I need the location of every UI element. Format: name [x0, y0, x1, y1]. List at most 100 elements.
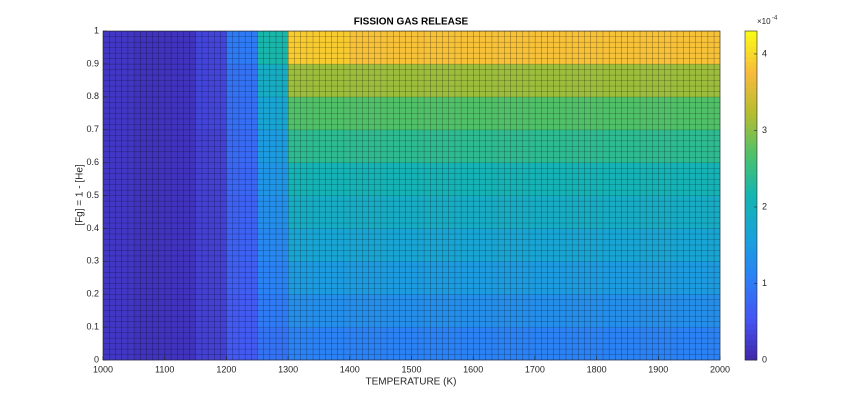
colorbar-swatch [745, 339, 757, 345]
colorbar-tick-label: 0 [762, 354, 767, 364]
colorbar-swatch [745, 252, 757, 258]
colorbar-swatch [745, 92, 757, 99]
colorbar-swatch [745, 257, 757, 263]
colorbar-swatch [745, 190, 757, 196]
colorbar-swatch [745, 123, 757, 130]
x-tick-label: 1600 [463, 364, 483, 374]
colorbar-swatch [745, 46, 757, 52]
y-axis-label: [Fg] = 1 - [He] [75, 164, 86, 226]
colorbar-swatch [745, 226, 757, 232]
colorbar-swatch [745, 66, 757, 73]
colorbar-swatch [745, 128, 757, 135]
colorbar-swatch [745, 324, 757, 330]
colorbar-swatch [745, 288, 757, 294]
y-tick-label: 0.6 [86, 157, 99, 167]
x-tick-label: 1000 [93, 364, 113, 374]
colorbar-swatch [745, 200, 757, 207]
colorbar-swatch [745, 138, 757, 145]
colorbar-swatch [745, 205, 757, 212]
x-tick-label: 1900 [648, 364, 668, 374]
colorbar-swatch [745, 113, 757, 119]
colorbar-swatch [745, 298, 757, 304]
colorbar-swatch [745, 246, 757, 253]
colorbar-swatch [745, 149, 757, 155]
colorbar-swatch [745, 349, 757, 356]
colorbar-swatch [745, 159, 757, 166]
x-tick-label: 1200 [216, 364, 236, 374]
y-tick-label: 0.2 [86, 289, 99, 299]
colorbar-swatch [745, 293, 757, 299]
colorbar-swatch [745, 164, 757, 171]
y-tick-label: 0.9 [86, 58, 99, 68]
colorbar-swatch [745, 51, 757, 58]
colorbar-tick-label: 1 [762, 278, 767, 288]
colorbar-swatch [745, 303, 757, 309]
colorbar-swatch [745, 354, 757, 361]
colorbar-swatch [745, 216, 757, 222]
colorbar-swatch [745, 313, 757, 320]
mesh-overlay [103, 31, 720, 360]
colorbar-tick-label: 2 [762, 201, 767, 211]
y-tick-label: 0.7 [86, 124, 99, 134]
colorbar-swatch [745, 169, 757, 176]
colorbar-swatch [745, 241, 757, 248]
colorbar-swatch [745, 195, 757, 202]
colorbar-swatch [745, 82, 757, 88]
colorbar-swatch [745, 72, 757, 78]
y-tick-label: 0.8 [86, 91, 99, 101]
y-tick-label: 0.5 [86, 190, 99, 200]
colorbar-swatch [745, 334, 757, 340]
x-tick-label: 1300 [278, 364, 298, 374]
colorbar-swatch [745, 221, 757, 227]
y-tick-label: 0 [94, 354, 99, 364]
colorbar-swatch [745, 118, 757, 124]
colorbar-swatch [745, 231, 757, 238]
colorbar-swatch [745, 210, 757, 217]
colorbar-tick-label: 4 [762, 48, 767, 58]
colorbar-swatch [745, 185, 757, 191]
x-tick-label: 1700 [525, 364, 545, 374]
colorbar-swatch [745, 77, 757, 83]
colorbar-swatch [745, 56, 757, 63]
chart-title: FISSION GAS RELEASE [354, 17, 469, 28]
y-tick-label: 0.4 [86, 223, 99, 233]
colorbar-swatch [745, 344, 757, 351]
colorbar-swatch [745, 329, 757, 335]
colorbar-swatch [745, 154, 757, 160]
colorbar-swatch [745, 272, 757, 279]
y-tick-label: 0.1 [86, 321, 99, 331]
colorbar-swatch [745, 61, 757, 68]
colorbar-swatch [745, 41, 757, 47]
x-tick-label: 1400 [340, 364, 360, 374]
colorbar-multiplier: ×10 [757, 17, 771, 26]
y-tick-label: 1 [94, 25, 99, 35]
colorbar-swatch [745, 236, 757, 243]
colorbar-swatch [745, 133, 757, 140]
colorbar-exponent: -4 [772, 16, 778, 22]
colorbar-swatch [745, 102, 757, 109]
colorbar-swatch [745, 308, 757, 315]
x-tick-label: 1100 [155, 364, 174, 374]
colorbar-swatch [745, 262, 757, 268]
x-tick-label: 1500 [401, 364, 421, 374]
y-tick-label: 0.3 [86, 256, 99, 266]
colorbar-swatch [745, 267, 757, 274]
colorbar-swatch [745, 144, 757, 150]
colorbar-swatch [745, 97, 757, 104]
colorbar-swatch [745, 108, 757, 114]
colorbar [745, 31, 757, 361]
colorbar-tick-label: 3 [762, 125, 767, 135]
colorbar-swatch [745, 87, 757, 94]
x-tick-label: 2000 [710, 364, 730, 374]
x-tick-label: 1800 [587, 364, 607, 374]
colorbar-swatch [745, 31, 757, 37]
colorbar-frame [744, 30, 758, 361]
colorbar-swatch [745, 277, 757, 284]
x-axis-label: TEMPERATURE (K) [366, 377, 457, 388]
colorbar-swatch [745, 282, 757, 289]
colorbar-swatch [745, 318, 757, 325]
colorbar-swatch [745, 36, 757, 42]
colorbar-swatch [745, 174, 757, 181]
colorbar-swatch [745, 180, 757, 186]
